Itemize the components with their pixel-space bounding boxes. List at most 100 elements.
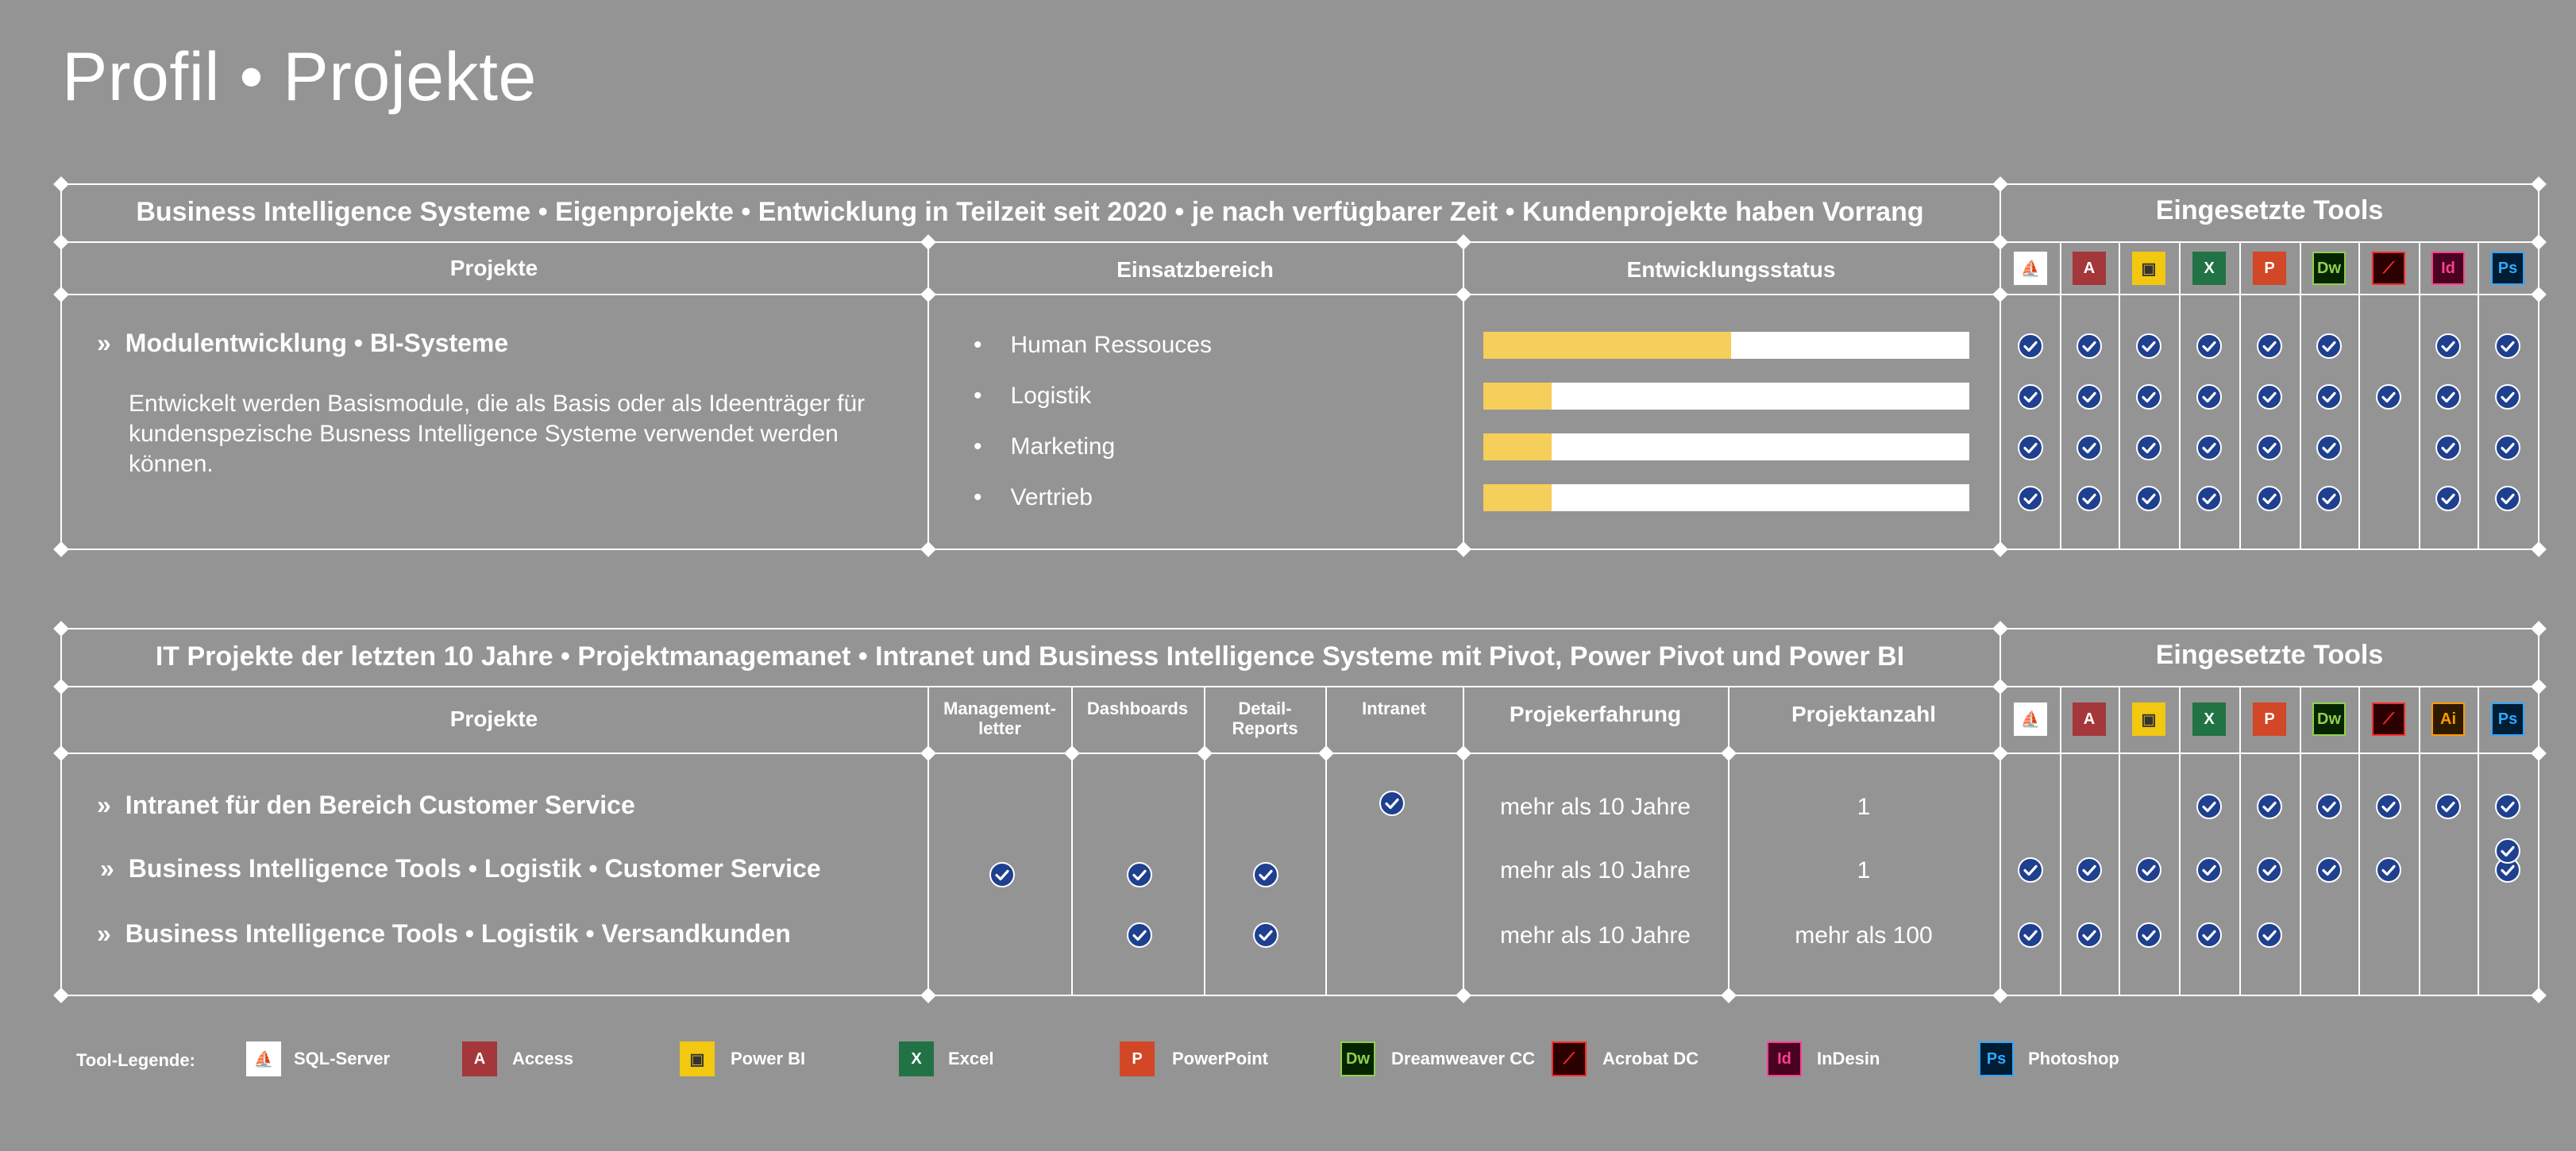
divider <box>60 294 2539 295</box>
check-icon <box>2018 486 2043 511</box>
divider <box>60 628 2539 629</box>
corner-marker <box>1456 234 1471 250</box>
check-icon <box>2495 333 2520 359</box>
corner-marker <box>920 541 936 557</box>
area-item: • Human Ressouces <box>974 332 1212 359</box>
check-icon <box>2435 486 2461 511</box>
illustrator-icon: Ai <box>2431 703 2465 736</box>
area-label: Human Ressouces <box>1010 332 1212 358</box>
check-icon <box>2077 333 2102 359</box>
corner-marker <box>53 541 69 557</box>
corner-marker <box>920 987 936 1003</box>
check-icon <box>2257 794 2282 819</box>
divider <box>60 241 2539 243</box>
check-icon <box>2316 857 2342 883</box>
corner-marker <box>2531 745 2547 761</box>
experience-value: mehr als 10 Jahre <box>1499 857 1691 883</box>
area-item: • Logistik <box>974 383 1091 410</box>
area-label: Logistik <box>1010 383 1092 409</box>
corner-marker <box>2531 287 2547 302</box>
corner-marker <box>1721 987 1737 1003</box>
divider <box>927 241 929 550</box>
legend-item-label: Acrobat DC <box>1602 1049 1699 1068</box>
check-icon <box>2376 384 2401 410</box>
check-icon <box>2136 486 2161 511</box>
access-icon: A <box>2073 252 2106 285</box>
corner-marker <box>2531 679 2547 695</box>
check-icon <box>2257 384 2282 410</box>
photoshop-icon: Ps <box>1979 1041 2014 1076</box>
check-icon <box>2196 384 2222 410</box>
check-icon <box>2495 838 2520 864</box>
divider <box>2538 183 2539 550</box>
acrobat-icon: ⟋ <box>1552 1041 1587 1076</box>
legend-item-label: Photoshop <box>2028 1049 2119 1068</box>
column-header-entwicklungsstatus: Entwicklungsstatus <box>1626 257 1836 282</box>
check-icon <box>2077 922 2102 948</box>
check-icon <box>2077 435 2102 460</box>
powerbi-icon: ▣ <box>680 1041 715 1076</box>
corner-marker <box>1992 621 2008 637</box>
area-item: • Marketing <box>974 433 1115 460</box>
corner-marker <box>2531 234 2547 250</box>
divider <box>2119 241 2120 549</box>
legend-item-label: Dreamweaver CC <box>1391 1049 1535 1068</box>
divider <box>2358 241 2360 549</box>
divider <box>60 753 2539 754</box>
progress-bar <box>1483 383 1969 410</box>
corner-marker <box>2531 176 2547 192</box>
corner-marker <box>1456 745 1471 761</box>
corner-marker <box>53 621 69 637</box>
divider <box>2060 241 2061 549</box>
legend-item-label: PowerPoint <box>1172 1049 1269 1068</box>
check-icon <box>1127 922 1152 948</box>
check-icon <box>2257 486 2282 511</box>
column-header-intranet: Intranet <box>1362 699 1426 718</box>
check-icon <box>2435 333 2461 359</box>
bullet-marker: • <box>974 433 982 460</box>
check-icon <box>2316 435 2342 460</box>
check-icon <box>2435 435 2461 460</box>
legend-item-label: SQL-Server <box>294 1049 391 1068</box>
indesign-icon: Id <box>1767 1041 1802 1076</box>
divider <box>2119 686 2120 995</box>
excel-icon: X <box>2192 703 2226 736</box>
check-icon <box>1253 922 1278 948</box>
access-icon: A <box>2073 703 2106 736</box>
corner-marker <box>1456 287 1471 302</box>
section-title: IT Projekte der letzten 10 Jahre • Proje… <box>155 641 1905 672</box>
divider <box>1728 686 1730 996</box>
check-icon <box>2136 333 2161 359</box>
check-icon <box>2495 486 2520 511</box>
tools-heading: Eingesetzte Tools <box>2155 195 2384 225</box>
divider <box>2478 686 2479 995</box>
powerpoint-icon: P <box>2253 703 2286 736</box>
divider <box>1071 686 1073 996</box>
corner-marker <box>1721 745 1737 761</box>
corner-marker <box>1992 541 2008 557</box>
check-icon <box>2257 435 2282 460</box>
divider <box>2179 686 2181 995</box>
column-header-projektanzahl: Projektanzahl <box>1791 702 1937 726</box>
column-header-managementletter: Management-letter <box>943 699 1056 738</box>
powerpoint-icon: P <box>2253 252 2286 285</box>
corner-marker <box>53 679 69 695</box>
legend-item-label: InDesin <box>1817 1049 1880 1068</box>
corner-marker <box>53 987 69 1003</box>
project-description: Entwickelt werden Basismodule, die als B… <box>129 391 866 477</box>
sql-icon: ⛵ <box>246 1041 281 1076</box>
check-icon <box>2196 922 2222 948</box>
divider <box>2300 241 2301 549</box>
arrow-marker: » <box>97 791 111 819</box>
check-icon <box>2077 857 2102 883</box>
divider <box>1204 686 1205 996</box>
corner-marker <box>1992 745 2008 761</box>
photoshop-icon: Ps <box>2491 252 2524 285</box>
column-header-detailreports: Detail-Reports <box>1232 699 1298 738</box>
divider <box>2478 241 2479 549</box>
check-icon <box>2196 333 2222 359</box>
divider <box>927 686 929 996</box>
divider <box>2419 241 2420 549</box>
corner-marker <box>53 287 69 302</box>
corner-marker <box>920 745 936 761</box>
